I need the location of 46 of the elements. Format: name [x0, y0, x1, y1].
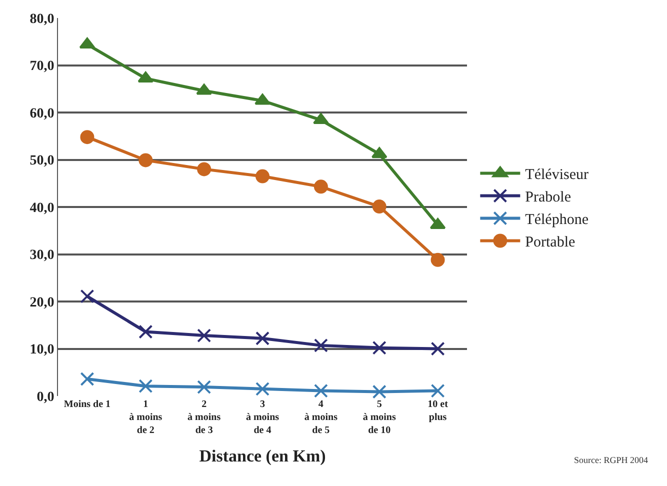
point: [372, 200, 386, 214]
y-tick-label: 80,0: [30, 12, 54, 27]
point: [138, 153, 153, 168]
y-tick-label: 60,0: [30, 106, 54, 122]
point: [256, 382, 270, 396]
x-tick-label: 5 à moins de 10: [362, 399, 396, 436]
x-axis-title: Distance (en Km): [199, 446, 326, 466]
x-tick-label: 2 à moins de 3: [188, 399, 221, 436]
y-tick-label: 20,0: [30, 295, 54, 310]
point: [197, 162, 212, 176]
point: [314, 180, 328, 194]
point: [372, 384, 386, 399]
point: [138, 379, 153, 394]
legend-label: Prabole: [525, 190, 572, 206]
point: [372, 340, 386, 355]
point: [197, 328, 212, 343]
x-tick-label: 4 à moins de 5: [304, 399, 338, 436]
legend-label: Téléviseur: [525, 167, 588, 184]
y-tick-label: 50,0: [30, 154, 54, 169]
x-tick-label: 10 et plus: [428, 399, 449, 423]
point: [80, 130, 94, 144]
y-tick-label: 0,0: [36, 390, 54, 405]
point: [430, 342, 445, 356]
y-tick-label: 10,0: [30, 342, 54, 358]
point: [314, 338, 328, 352]
x-tick-label: Moins de 1: [64, 399, 111, 410]
legend-label: Téléphone: [525, 212, 589, 228]
point: [256, 331, 270, 346]
point: [196, 84, 212, 95]
point: [254, 94, 270, 105]
point: [197, 380, 212, 394]
y-tick-label: 30,0: [30, 248, 54, 264]
point: [314, 384, 328, 398]
x-tick-label: 3 à moins de 4: [246, 399, 280, 436]
point: [80, 372, 94, 386]
legend-label: Portable: [525, 234, 576, 251]
point: [313, 113, 329, 124]
point: [256, 169, 270, 184]
point: [430, 252, 445, 267]
point: [138, 324, 153, 339]
y-tick-label: 70,0: [30, 59, 54, 74]
x-tick-label: 1 à moins de 2: [129, 399, 162, 436]
source-note: Source: RGPH 2004: [574, 455, 648, 465]
y-tick-label: 40,0: [30, 200, 54, 216]
point: [80, 289, 94, 304]
point: [430, 384, 445, 398]
